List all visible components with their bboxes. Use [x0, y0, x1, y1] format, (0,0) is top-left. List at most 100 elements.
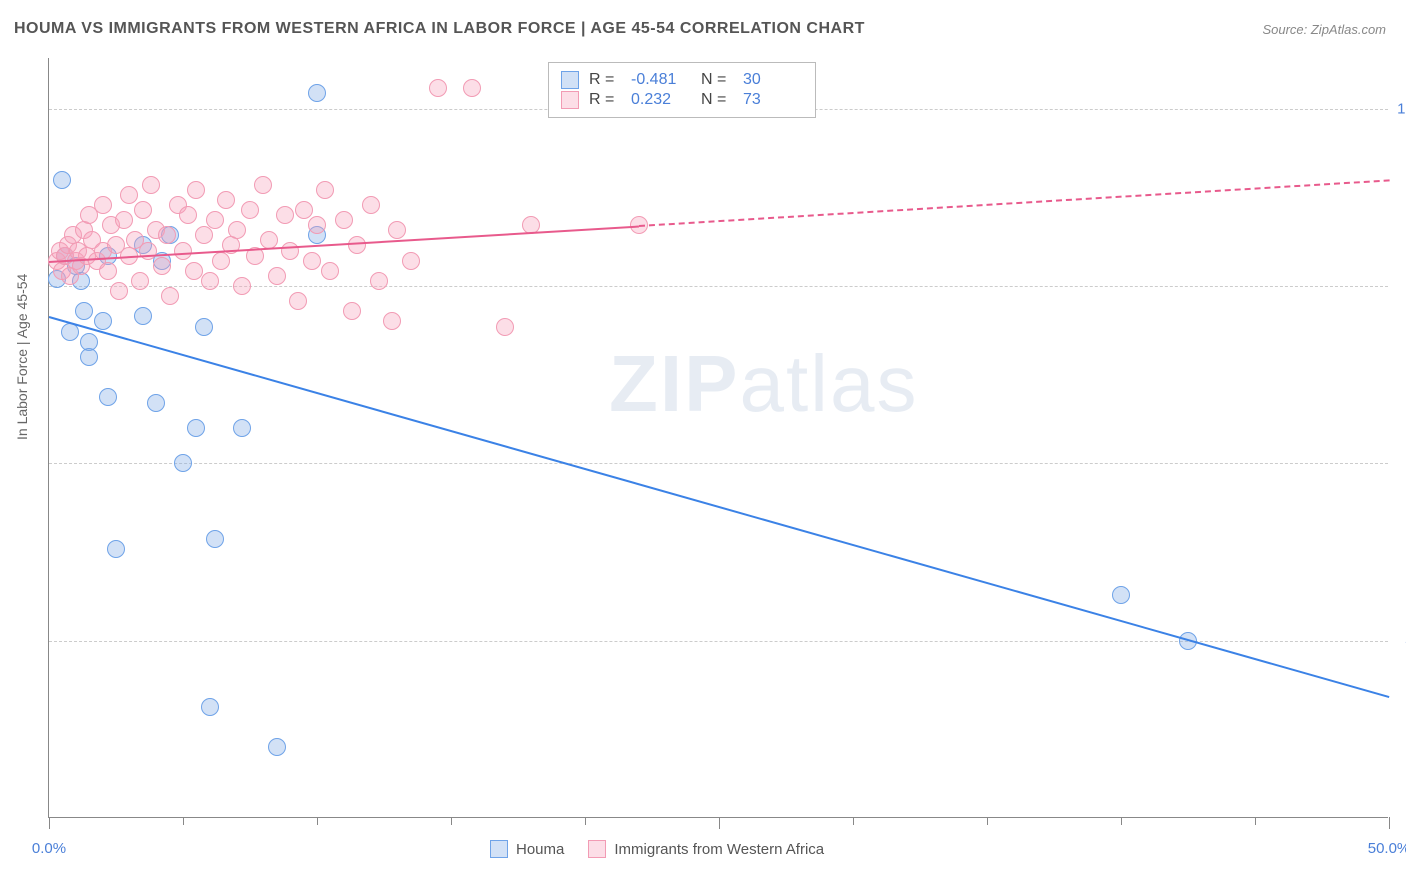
x-tick-minor	[183, 817, 184, 825]
y-tick-label: 65.0%	[1393, 455, 1406, 472]
data-point	[429, 79, 447, 97]
data-point	[161, 287, 179, 305]
source-attribution: Source: ZipAtlas.com	[1262, 22, 1386, 37]
data-point	[115, 211, 133, 229]
legend-swatch	[588, 840, 606, 858]
legend-swatch	[490, 840, 508, 858]
data-point	[321, 262, 339, 280]
data-point	[99, 262, 117, 280]
data-point	[110, 282, 128, 300]
data-point	[201, 272, 219, 290]
data-point	[276, 206, 294, 224]
legend-swatch	[561, 91, 579, 109]
watermark-light: atlas	[739, 339, 918, 428]
plot-area: ZIPatlas 47.5%65.0%82.5%100.0%0.0%50.0%	[48, 58, 1388, 818]
data-point	[241, 201, 259, 219]
legend-row: R = 0.232 N = 73	[561, 91, 803, 109]
correlation-legend: R =-0.481N =30R =0.232N =73	[548, 62, 816, 118]
data-point	[308, 216, 326, 234]
y-tick-label: 100.0%	[1393, 100, 1406, 117]
x-tick-minor	[1121, 817, 1122, 825]
x-tick-minor	[317, 817, 318, 825]
data-point	[212, 252, 230, 270]
legend-series-name: Houma	[516, 841, 564, 858]
data-point	[383, 312, 401, 330]
x-tick-minor	[1255, 817, 1256, 825]
x-tick-major	[719, 817, 720, 829]
data-point	[316, 181, 334, 199]
data-point	[158, 226, 176, 244]
data-point	[289, 292, 307, 310]
series-legend: HoumaImmigrants from Western Africa	[490, 840, 824, 858]
legend-row: R =-0.481N =30	[561, 71, 803, 89]
data-point	[187, 181, 205, 199]
data-point	[206, 530, 224, 548]
data-point	[335, 211, 353, 229]
legend-item: Houma	[490, 840, 564, 858]
gridline	[49, 463, 1388, 464]
y-axis-title: In Labor Force | Age 45-54	[14, 274, 30, 440]
x-tick-major	[1389, 817, 1390, 829]
x-tick-minor	[451, 817, 452, 825]
y-tick-label: 82.5%	[1393, 278, 1406, 295]
data-point	[185, 262, 203, 280]
x-tick-minor	[987, 817, 988, 825]
data-point	[80, 348, 98, 366]
data-point	[308, 84, 326, 102]
data-point	[142, 176, 160, 194]
data-point	[134, 307, 152, 325]
data-point	[343, 302, 361, 320]
data-point	[174, 454, 192, 472]
chart-container: HOUMA VS IMMIGRANTS FROM WESTERN AFRICA …	[0, 0, 1406, 892]
data-point	[303, 252, 321, 270]
data-point	[120, 186, 138, 204]
legend-n-label: N =	[701, 91, 733, 109]
x-tick-label: 0.0%	[32, 840, 66, 857]
legend-n-value: 30	[743, 71, 803, 89]
x-tick-label: 50.0%	[1368, 840, 1406, 857]
data-point	[228, 221, 246, 239]
watermark: ZIPatlas	[609, 338, 918, 430]
data-point	[348, 236, 366, 254]
chart-title: HOUMA VS IMMIGRANTS FROM WESTERN AFRICA …	[14, 20, 865, 38]
data-point	[134, 201, 152, 219]
data-point	[463, 79, 481, 97]
data-point	[268, 738, 286, 756]
data-point	[362, 196, 380, 214]
x-tick-minor	[853, 817, 854, 825]
legend-r-label: R =	[589, 71, 621, 89]
data-point	[402, 252, 420, 270]
data-point	[99, 388, 117, 406]
data-point	[147, 394, 165, 412]
watermark-bold: ZIP	[609, 339, 739, 428]
x-tick-minor	[585, 817, 586, 825]
data-point	[233, 277, 251, 295]
data-point	[206, 211, 224, 229]
data-point	[187, 419, 205, 437]
data-point	[254, 176, 272, 194]
data-point	[174, 242, 192, 260]
data-point	[94, 312, 112, 330]
data-point	[195, 226, 213, 244]
data-point	[233, 419, 251, 437]
data-point	[179, 206, 197, 224]
data-point	[75, 302, 93, 320]
data-point	[1112, 586, 1130, 604]
legend-swatch	[561, 71, 579, 89]
data-point	[268, 267, 286, 285]
legend-n-label: N =	[701, 71, 733, 89]
data-point	[201, 698, 219, 716]
legend-r-label: R =	[589, 91, 621, 109]
data-point	[295, 201, 313, 219]
data-point	[153, 257, 171, 275]
data-point	[496, 318, 514, 336]
y-tick-label: 47.5%	[1393, 632, 1406, 649]
legend-n-value: 73	[743, 91, 803, 109]
legend-r-value: 0.232	[631, 91, 691, 109]
data-point	[131, 272, 149, 290]
data-point	[94, 196, 112, 214]
trend-line-dashed	[639, 180, 1390, 228]
x-tick-major	[49, 817, 50, 829]
data-point	[53, 171, 71, 189]
data-point	[195, 318, 213, 336]
